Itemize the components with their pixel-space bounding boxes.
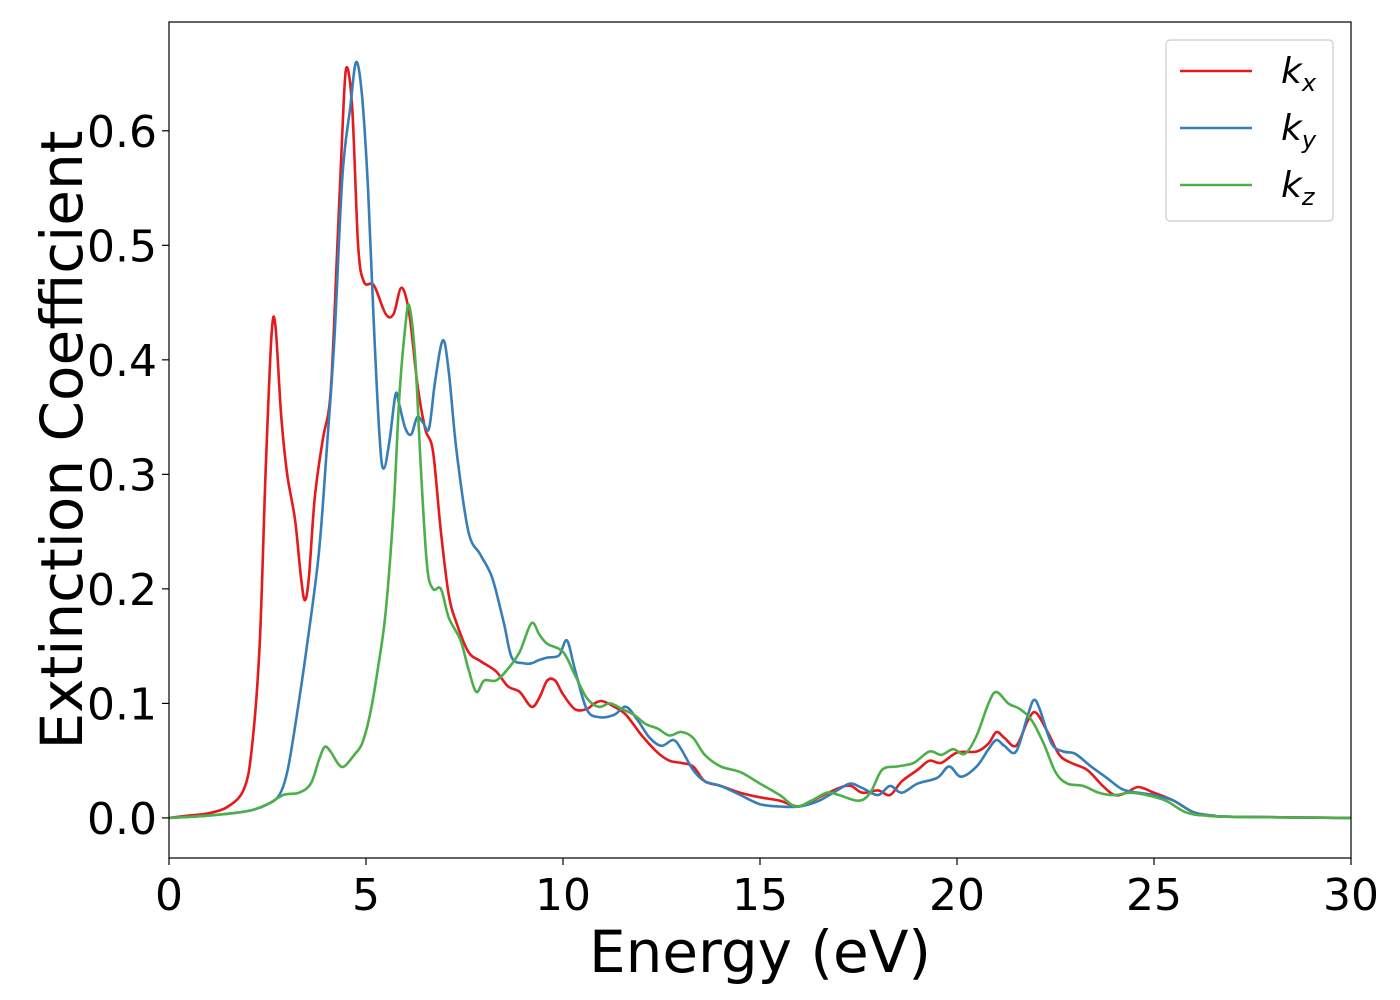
x-tick-label: 10 — [535, 870, 591, 921]
x-tick-label: 20 — [929, 870, 985, 921]
series-layer — [168, 60, 1352, 820]
y-axis-ticks: 0.0 0.1 0.2 0.3 0.4 0.5 0.6 — [87, 107, 169, 845]
y-tick-label: 0.6 — [87, 107, 157, 158]
legend-label: ky — [1281, 108, 1317, 154]
legend-box — [1165, 39, 1334, 222]
y-tick-label: 0.0 — [87, 794, 157, 845]
x-tick-label: 30 — [1323, 870, 1379, 921]
series-line-kz — [168, 303, 1352, 820]
x-tick-label: 0 — [155, 870, 183, 921]
x-tick-label: 25 — [1126, 870, 1182, 921]
legend-label: kz — [1281, 165, 1316, 211]
series-line-kx — [168, 65, 1352, 820]
x-tick-label: 15 — [732, 870, 788, 921]
y-tick-label: 0.4 — [87, 336, 157, 387]
x-axis-label: Energy (eV) — [589, 918, 931, 986]
legend-label: kx — [1281, 51, 1317, 97]
x-axis-ticks: 0 5 10 15 20 25 30 — [155, 858, 1379, 921]
y-tick-label: 0.5 — [87, 221, 157, 272]
y-tick-label: 0.1 — [87, 679, 157, 730]
legend: kx ky kz — [1165, 39, 1334, 222]
y-axis-label: Extinction Coefficient — [28, 131, 96, 750]
x-tick-label: 5 — [352, 870, 380, 921]
y-tick-label: 0.3 — [87, 450, 157, 501]
y-tick-label: 0.2 — [87, 565, 157, 616]
series-line-ky — [168, 60, 1352, 820]
